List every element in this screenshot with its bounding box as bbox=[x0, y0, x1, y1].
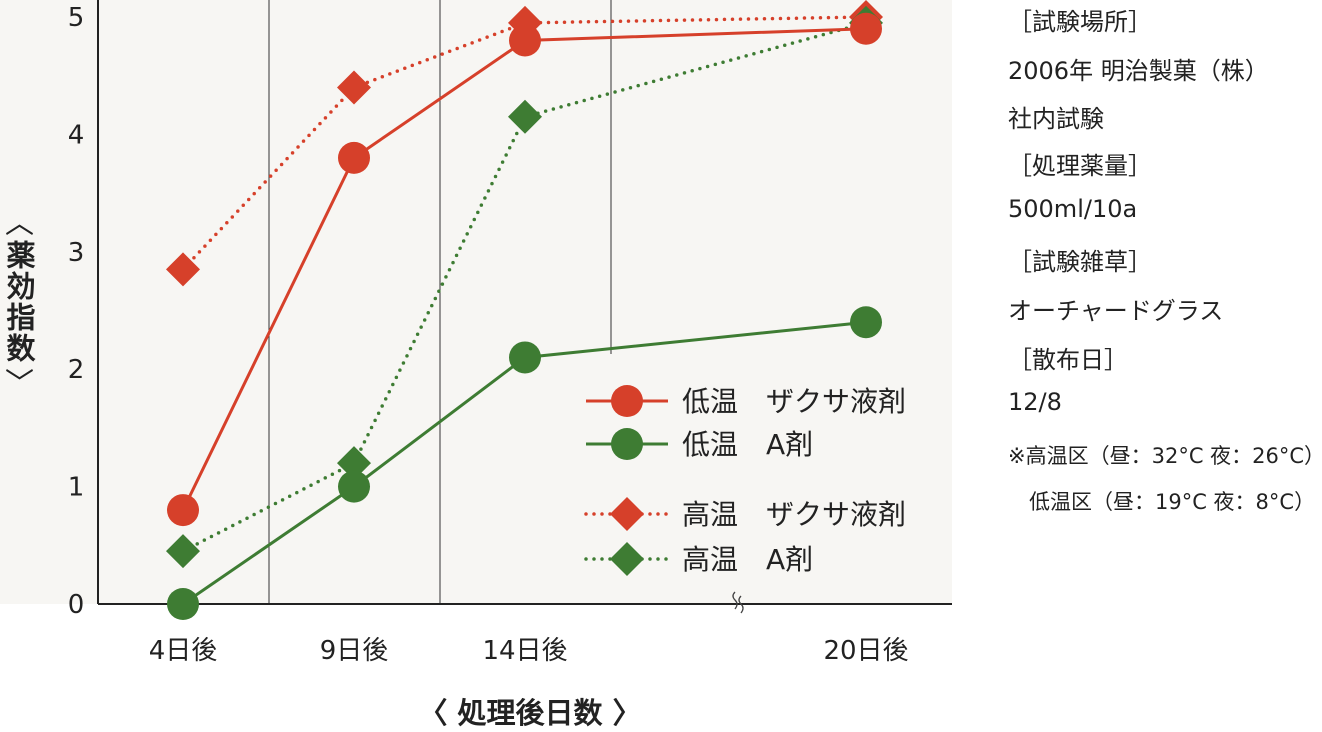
y-axis-label-close-bracket: 〉 bbox=[1, 367, 36, 397]
plot-background bbox=[0, 0, 952, 604]
legend-label: 低温 ザクサ液剤 bbox=[682, 385, 906, 418]
x-tick-label: 4日後 bbox=[149, 636, 218, 666]
data-point bbox=[338, 141, 370, 174]
info-line: オーチャードグラス bbox=[1008, 297, 1224, 325]
info-note-high-temp: ※高温区（昼：32°C 夜：26°C） bbox=[1008, 444, 1322, 468]
x-axis-label: 〈 処理後日数 〉 bbox=[418, 696, 642, 730]
legend-label: 高温 ザクサ液剤 bbox=[682, 498, 906, 531]
x-tick-label: 20日後 bbox=[823, 636, 908, 666]
info-line: 社内試験 bbox=[1008, 105, 1104, 133]
data-point bbox=[166, 534, 200, 569]
info-line: 12/8 bbox=[1008, 388, 1062, 416]
y-tick-label: 5 bbox=[68, 3, 85, 33]
legend-label: 高温 A剤 bbox=[682, 543, 813, 576]
series-line bbox=[181, 27, 867, 511]
legend-marker bbox=[611, 385, 643, 417]
y-tick-label: 3 bbox=[68, 238, 85, 268]
data-point bbox=[167, 494, 199, 527]
info-line: ［処理薬量］ bbox=[1008, 152, 1152, 180]
data-point bbox=[337, 70, 371, 105]
x-tick-label: 14日後 bbox=[482, 636, 567, 666]
data-point bbox=[167, 588, 199, 620]
axis-break-mark bbox=[732, 591, 738, 610]
data-point bbox=[166, 252, 200, 287]
legend-marker bbox=[610, 497, 644, 531]
y-tick-label: 1 bbox=[68, 473, 85, 503]
data-point bbox=[509, 341, 541, 374]
data-point bbox=[850, 306, 882, 339]
axes: 0 1 2 3 4 5 4日後 9日後 14日後 20日後 bbox=[68, 0, 952, 666]
info-line: 500ml/10a bbox=[1008, 195, 1138, 223]
info-note-low-temp: 低温区（昼：19°C 夜：8°C） bbox=[1008, 490, 1316, 514]
y-axis-label-open-bracket: 〈 bbox=[1, 207, 36, 237]
x-tick-label: 9日後 bbox=[320, 636, 389, 666]
axis-break-mark bbox=[738, 595, 744, 614]
series-group bbox=[166, 0, 883, 620]
y-tick-label: 2 bbox=[68, 355, 85, 385]
data-point bbox=[509, 24, 541, 57]
data-point bbox=[337, 446, 371, 481]
data-point bbox=[850, 12, 882, 45]
grid bbox=[268, 0, 612, 604]
y-axis-label: 〈 薬効指数 〉 bbox=[0, 204, 38, 400]
series-line bbox=[181, 21, 868, 553]
series-line bbox=[182, 320, 867, 606]
info-line: ［試験場所］ bbox=[1008, 8, 1152, 36]
info-line: 2006年 明治製菓（株） bbox=[1008, 57, 1269, 85]
y-tick-label: 4 bbox=[68, 120, 85, 150]
legend-marker bbox=[610, 542, 644, 576]
info-line: ［散布日］ bbox=[1008, 346, 1128, 374]
y-axis-label-text: 薬効指数 bbox=[2, 240, 36, 364]
legend-marker bbox=[611, 428, 643, 460]
data-point bbox=[508, 99, 542, 134]
data-point bbox=[338, 470, 370, 503]
info-line: ［試験雑草］ bbox=[1008, 248, 1152, 276]
y-tick-label: 0 bbox=[68, 590, 85, 620]
legend-label: 低温 A剤 bbox=[682, 428, 813, 461]
